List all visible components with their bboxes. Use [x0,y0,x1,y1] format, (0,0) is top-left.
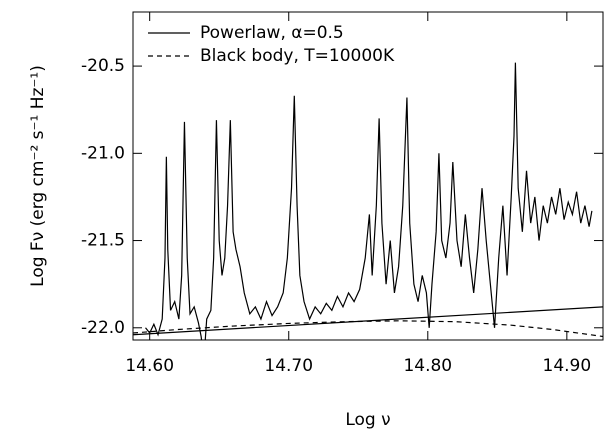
data-line [145,62,593,340]
x-tick-label: 14.70 [264,356,313,376]
x-axis-label: Log ν [345,410,390,430]
data-line [133,320,603,338]
y-tick-label: -20.5 [81,56,125,76]
y-tick-label: -22.0 [81,318,125,338]
data-line [133,306,603,336]
y-axis-label: Log Fν (erg cm⁻² s⁻¹ Hz⁻¹) [28,65,48,287]
x-tick-label: 14.60 [125,356,174,376]
legend-label: Powerlaw, α=0.5 [200,23,344,43]
legend-label: Black body, T=10000K [200,46,395,66]
x-tick-label: 14.90 [543,356,592,376]
y-tick-label: -21.5 [81,231,125,251]
plot-frame [132,11,604,341]
x-tick-label: 14.80 [403,356,452,376]
y-tick-label: -21.0 [81,143,125,163]
